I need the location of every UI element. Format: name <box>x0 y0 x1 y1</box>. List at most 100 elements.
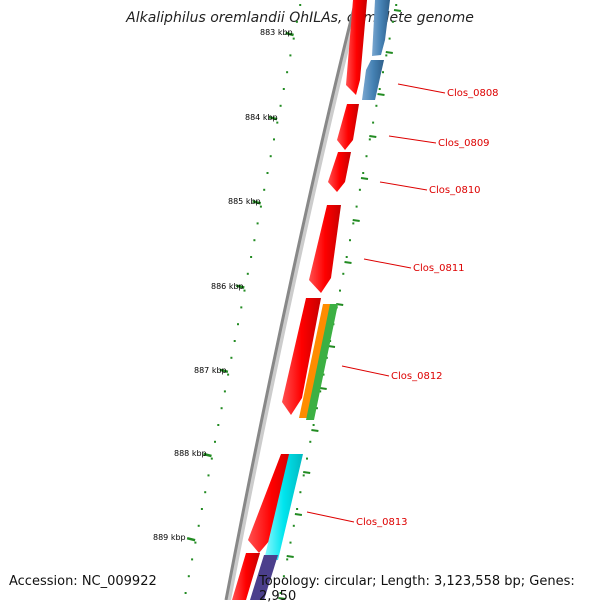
ring-dot <box>256 222 259 225</box>
leader-line <box>363 258 412 269</box>
ring-dot <box>315 407 318 410</box>
gene-feature <box>328 152 351 192</box>
ring-dot <box>339 289 341 292</box>
ring-dot <box>197 524 200 527</box>
gene-label: Clos_0812 <box>391 371 443 382</box>
ring-dot <box>217 424 220 426</box>
ring-dot <box>292 524 295 527</box>
gene-feature-cyan <box>264 454 303 560</box>
ring-dot <box>295 20 298 23</box>
gene-feature-purple <box>250 555 278 600</box>
kbp-tick <box>252 200 262 205</box>
gene-label: Clos_0813 <box>356 517 408 528</box>
ring-dot <box>322 373 325 376</box>
gene-feature <box>346 0 367 95</box>
kbp-labels: 883 kbp 884 kbp 885 kbp 886 kbp 887 kbp … <box>153 28 293 542</box>
ring-dot <box>227 373 230 376</box>
kbp-label: 885 kbp <box>228 197 261 206</box>
ring-dot <box>250 256 253 258</box>
ring-dot <box>223 390 226 393</box>
ring-dot <box>289 54 292 57</box>
minor-tick <box>303 471 311 474</box>
backbone <box>224 0 358 600</box>
kbp-tick <box>203 452 212 458</box>
ring-dot <box>388 37 391 40</box>
ring-dot <box>296 508 299 510</box>
backbone-shadow <box>225 0 361 600</box>
ring-dot <box>378 88 381 90</box>
ring-dot <box>319 390 322 393</box>
gene-feature-blue <box>372 0 390 56</box>
ring-dot <box>391 20 394 23</box>
gene-feature-orange <box>299 304 331 418</box>
leader-line <box>341 365 390 377</box>
ring-dot <box>362 172 365 174</box>
kbp-label: 888 kbp <box>174 449 207 458</box>
accession-text: Accession: NC_009922 <box>9 574 157 589</box>
ring-dot <box>273 138 275 141</box>
kbp-label: 886 kbp <box>211 282 244 291</box>
ring-dot <box>299 4 302 6</box>
ring-dot <box>345 256 348 258</box>
ring-dot <box>358 188 361 191</box>
ring-dot <box>233 340 236 342</box>
ring-dot <box>276 121 279 124</box>
kbp-label: 884 kbp <box>245 113 278 122</box>
ring-dot <box>375 104 378 107</box>
gene-feature-green <box>306 304 338 420</box>
ring-dot <box>282 575 285 578</box>
ring-dot <box>342 272 345 275</box>
ring-dot <box>230 356 233 359</box>
ring-dot <box>214 440 216 443</box>
ring-dot <box>246 272 249 275</box>
gene-feature <box>337 104 359 150</box>
ring-dot <box>299 491 302 494</box>
kbp-label: 883 kbp <box>260 28 293 37</box>
ring-dot <box>279 104 282 107</box>
kbp-label: 887 kbp <box>194 366 227 375</box>
ring-dot <box>365 155 368 158</box>
reverse-genes <box>250 0 390 600</box>
ring-dot <box>184 592 187 594</box>
ring-dot <box>204 491 207 494</box>
minor-tick <box>278 597 286 600</box>
ring-dot <box>382 71 384 74</box>
leader-line <box>388 135 437 144</box>
kbp-tick <box>186 536 196 542</box>
gene-feature <box>309 205 341 293</box>
ring-dot <box>259 205 262 208</box>
ring-dot <box>352 222 355 225</box>
ring-dot <box>306 457 308 460</box>
minor-tick <box>352 219 360 222</box>
ring-dot <box>312 424 315 426</box>
gene-label: Clos_0810 <box>429 185 481 196</box>
kbp-tick <box>285 31 294 37</box>
gene-label: Clos_0811 <box>413 263 465 274</box>
ring-dot <box>187 575 190 578</box>
leader-line <box>397 83 446 94</box>
ring-dot <box>395 4 398 6</box>
ring-dot <box>292 37 295 40</box>
minor-tick <box>344 261 352 264</box>
minor-tick <box>311 429 319 432</box>
minor-tick <box>294 513 303 516</box>
forward-genes <box>232 0 367 600</box>
ring-dot <box>289 541 292 544</box>
ring-dot <box>263 188 266 191</box>
ring-dot <box>237 323 239 326</box>
minor-tick <box>360 177 369 180</box>
gene-label: Clos_0808 <box>447 88 499 99</box>
minor-tick <box>369 135 377 138</box>
ring-dot <box>286 71 289 74</box>
ring-dot <box>368 138 371 141</box>
ring-dot <box>240 306 243 309</box>
ring-dot <box>210 457 213 460</box>
ring-dot <box>309 440 312 443</box>
ring-dot <box>349 239 351 242</box>
minor-tick <box>385 51 393 54</box>
dotted-ring-inner <box>184 4 302 594</box>
ring-dot <box>279 592 282 594</box>
ring-dot <box>286 558 289 561</box>
gene-labels: Clos_0808 Clos_0809 Clos_0810 Clos_0811 … <box>356 88 499 528</box>
